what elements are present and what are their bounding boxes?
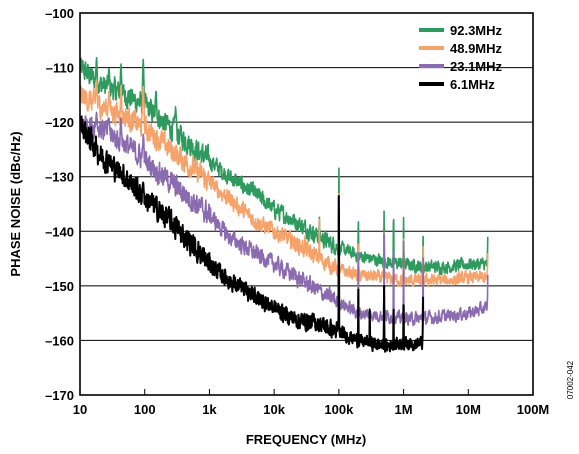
x-axis-title: FREQUENCY (MHz) <box>246 432 366 447</box>
x-tick-label: 10M <box>456 402 481 417</box>
y-tick-label: –170 <box>45 388 74 403</box>
y-tick-label: –140 <box>45 224 74 239</box>
x-tick-label: 1M <box>395 402 413 417</box>
y-tick-label: –130 <box>45 170 74 185</box>
series-line-6.1MHz <box>80 115 425 353</box>
plot-frame <box>79 12 534 396</box>
legend-label: 6.1MHz <box>450 77 495 92</box>
y-tick-label: –150 <box>45 279 74 294</box>
x-tick-label: 10k <box>263 402 285 417</box>
series-line-92.3MHz <box>80 56 489 276</box>
y-tick-label: –160 <box>45 333 74 348</box>
y-axis-title: PHASE NOISE (dBc/Hz) <box>8 131 23 276</box>
x-tick-label: 10 <box>73 402 87 417</box>
x-axis-ticks: 10 100 1k 10k 100k 1M 10M 100M <box>73 389 550 417</box>
series-line-48.9MHz <box>80 79 489 288</box>
legend-label: 23.1MHz <box>450 59 503 74</box>
y-tick-label: –110 <box>46 61 74 76</box>
legend-label: 92.3MHz <box>450 23 503 38</box>
series-layer <box>80 56 489 353</box>
legend-label: 48.9MHz <box>450 41 503 56</box>
x-tick-label: 100k <box>324 402 354 417</box>
x-tick-label: 100M <box>517 402 550 417</box>
x-tick-label: 100 <box>134 402 156 417</box>
y-axis-ticks: –100 –110 –120 –130 –140 –150 –160 –170 <box>45 6 74 403</box>
figure-id: 07002-042 <box>566 360 575 399</box>
legend: 92.3MHz 48.9MHz 23.1MHz 6.1MHz <box>419 23 503 92</box>
series-line-23.1MHz <box>80 111 489 327</box>
y-tick-label: –100 <box>45 6 74 21</box>
x-tick-label: 1k <box>202 402 217 417</box>
y-tick-label: –120 <box>45 115 74 130</box>
